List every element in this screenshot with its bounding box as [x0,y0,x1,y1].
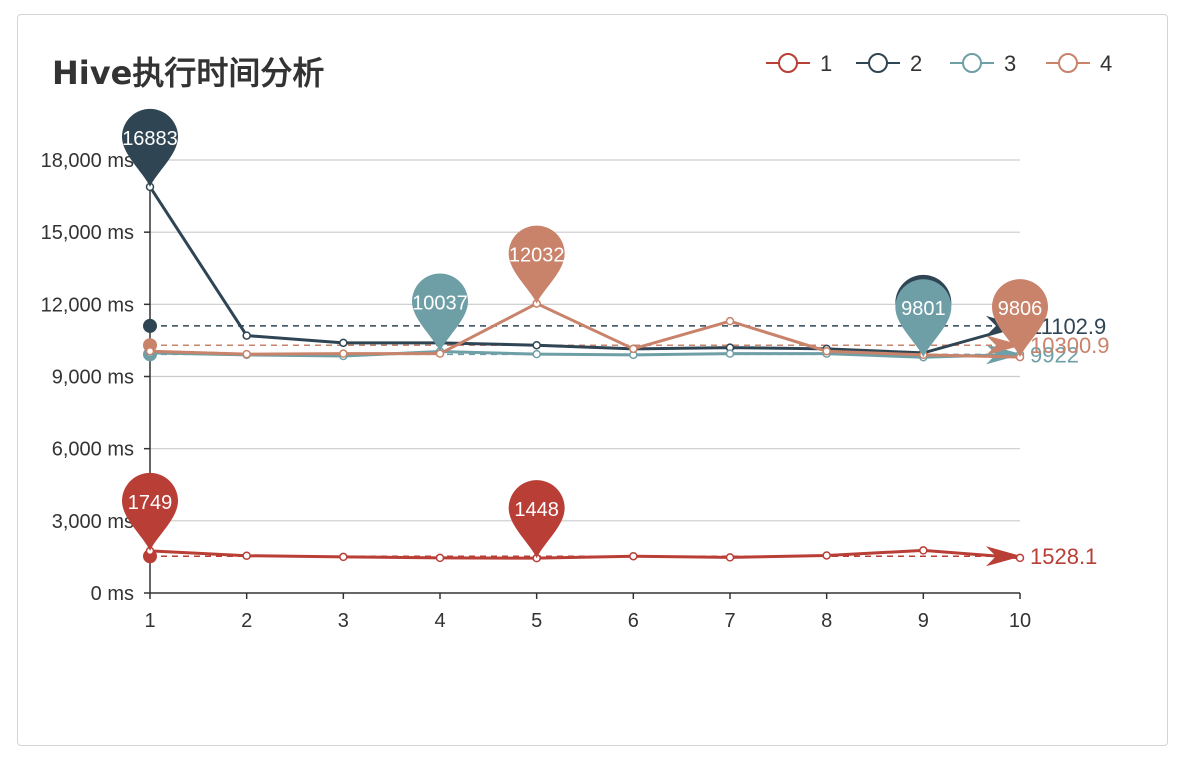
axes: 0 ms 3,000 ms 6,000 ms 9,000 ms 12,000 ms 15,… [41,150,1032,632]
data-point [725,553,735,562]
series-line-3 [149,350,1021,359]
x-tick-label: 9 [918,610,929,632]
data-point [242,551,251,560]
average-arrow [986,335,1022,356]
x-tick-label: 1 [144,610,155,632]
legend-marker [778,53,798,73]
pin-label: 9806 [998,298,1043,320]
average-label: 10300.9 [1030,333,1110,358]
legend-label: 4 [1100,51,1112,76]
pin-label: 16883 [122,128,178,150]
legend-item-1[interactable]: 1 [766,51,832,76]
data-point [725,316,735,326]
pin-shape [895,279,952,358]
y-tick-label: 0 ms [91,583,134,605]
x-tick-label: 6 [628,610,639,632]
data-point [725,349,735,358]
pin-label: 1448 [514,499,559,521]
x-tick-label: 3 [338,610,349,632]
x-tick-label: 10 [1009,610,1031,632]
x-tick-label: 4 [434,610,445,632]
legend-marker [962,53,982,73]
chart-card [17,14,1168,746]
mark-point-pin: 9806 [992,279,1048,358]
y-tick-label: 15,000 ms [41,222,134,244]
data-point [629,344,638,354]
average-label: 9922 [1030,342,1079,367]
pin-label: 1749 [128,492,173,514]
data-point [339,349,348,358]
data-point [532,340,541,350]
legend-marker [868,53,888,73]
legend-label: 2 [910,51,922,76]
mark-point-pin: 10037 [412,273,468,352]
mark-point-pin: 16883 [122,108,178,187]
pin-shape [122,472,178,551]
legend[interactable]: 1 2 3 4 [766,51,1112,76]
series-line-4 [149,301,1021,359]
y-tick-label: 9,000 ms [52,367,134,389]
series-line-1 [149,548,1021,560]
y-tick-label: 6,000 ms [52,439,134,461]
pin-label: 12032 [509,245,565,267]
series-line-2 [148,186,1021,355]
average-label: 1528.1 [1030,544,1097,569]
x-tick-label: 7 [724,610,735,632]
data-point [919,546,928,555]
legend-item-3[interactable]: 3 [950,51,1016,76]
pin-shape [122,108,178,187]
legend-item-2[interactable]: 2 [856,51,922,76]
pin-shape [508,480,565,559]
pin-label: 9801 [901,298,946,320]
mark-point-pin: 1448 [508,480,565,559]
x-tick-label: 2 [241,610,252,632]
y-tick-label: 12,000 ms [41,294,134,316]
legend-label: 3 [1004,51,1016,76]
data-point [435,553,445,563]
data-point [629,551,638,561]
data-point [822,551,831,560]
legend-item-4[interactable]: 4 [1046,51,1112,76]
mark-point-pin: 9801 [895,279,952,358]
y-tick-label: 3,000 ms [52,511,134,533]
mark-points: 1749 16883 10037 12032 1448 9801 9806 [122,108,1048,559]
data-point [822,346,831,356]
y-tick-label: 18,000 ms [41,150,134,172]
legend-marker [1058,53,1078,73]
mark-point-pin: 12032 [508,225,565,304]
data-point [242,331,251,340]
data-point [532,349,541,359]
pin-shape [412,273,468,352]
x-tick-label: 8 [821,610,832,632]
data-point [339,338,348,348]
x-tick-label: 5 [531,610,542,632]
data-point [242,349,251,359]
mark-point-pin: 1749 [122,472,178,551]
data-point [145,346,155,356]
data-point [339,552,348,562]
pin-shape [992,279,1048,358]
legend-label: 1 [820,51,832,76]
chart-title: Hive执行时间分析 [52,54,325,92]
grid-lines [150,159,1020,522]
data-point [1015,553,1025,563]
pin-shape [508,225,565,304]
series-lines [145,182,1025,563]
pin-label: 10037 [412,293,468,315]
